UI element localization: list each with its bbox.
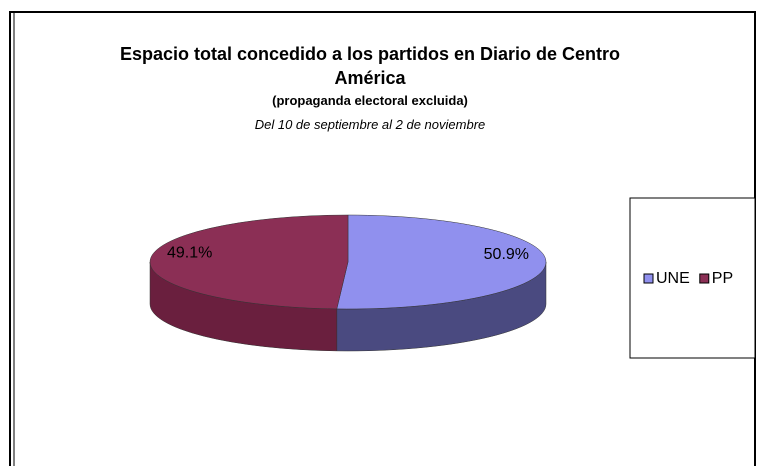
chart-title: Espacio total concedido a los partidos e… bbox=[119, 44, 621, 88]
legend-label: UNE bbox=[656, 270, 690, 287]
data-label: 49.1% bbox=[167, 245, 212, 262]
chart-subtitle: (propaganda electoral excluida) bbox=[272, 93, 468, 108]
legend-label: PP bbox=[712, 270, 733, 287]
pie-slice bbox=[149, 214, 349, 310]
pie-slice bbox=[336, 214, 547, 310]
chart-subtitle: Del 10 de septiembre al 2 de noviembre bbox=[254, 117, 486, 132]
legend-swatch bbox=[699, 273, 710, 284]
legend-swatch bbox=[643, 273, 654, 284]
data-label: 50.9% bbox=[484, 246, 529, 263]
